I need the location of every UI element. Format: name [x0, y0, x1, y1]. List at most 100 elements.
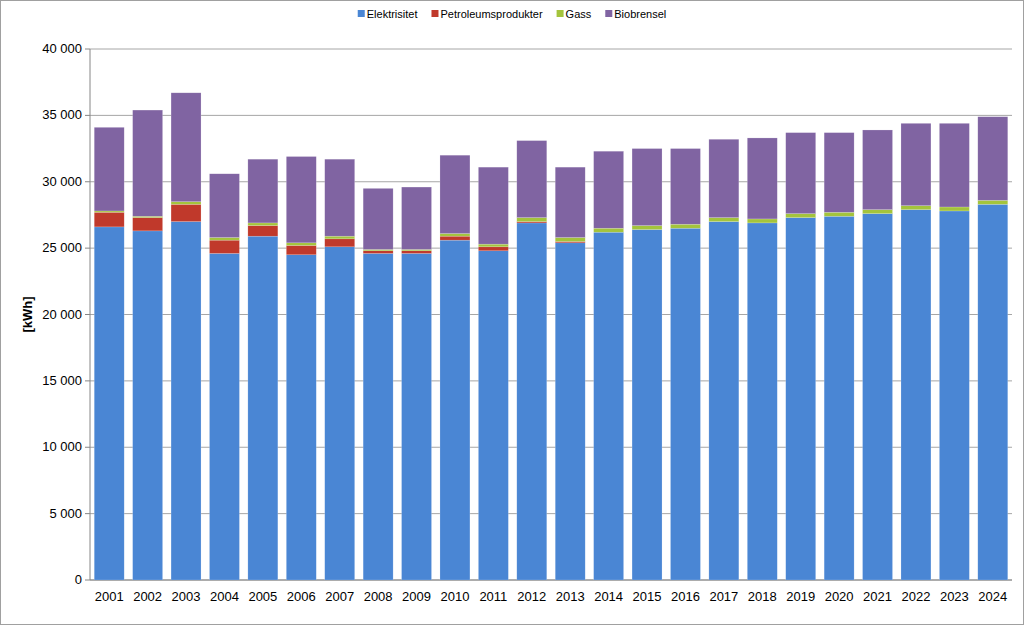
x-tick-label: 2020 [825, 589, 854, 604]
legend-label: Biobrensel [614, 8, 666, 20]
bar [978, 117, 1008, 201]
x-tick-label: 2015 [633, 589, 662, 604]
bar [978, 204, 1008, 580]
x-tick-label: 2012 [517, 589, 546, 604]
bar [824, 133, 854, 213]
y-tick-label: 35 000 [42, 107, 82, 122]
x-tick-label: 2024 [978, 589, 1007, 604]
y-axis-label: [kWh] [20, 296, 35, 332]
tick-mark [85, 580, 90, 581]
bar [863, 210, 893, 214]
bar [440, 240, 470, 580]
y-tick-label: 20 000 [42, 307, 82, 322]
x-tick-label: 2013 [556, 589, 585, 604]
x-tick-label: 2010 [440, 589, 469, 604]
legend-marker [605, 10, 612, 17]
bar [670, 224, 700, 228]
bar [939, 123, 969, 207]
bar [171, 204, 201, 221]
bar [709, 222, 739, 580]
bar [747, 223, 777, 580]
bar [555, 243, 585, 580]
bar [248, 226, 278, 237]
x-tick-label: 2003 [172, 589, 201, 604]
chart: 05 00010 00015 00020 00025 00030 00035 0… [0, 0, 1024, 625]
legend: Elektrisitet Petroleumsprodukter Gass Biobr… [358, 8, 667, 20]
bar [94, 227, 124, 580]
x-tick-label: 2009 [402, 589, 431, 604]
x-tick-label: 2004 [210, 589, 239, 604]
legend-item: Biobrensel [605, 8, 666, 20]
y-tick-label: 25 000 [42, 240, 82, 255]
bar [709, 139, 739, 217]
tick-mark [85, 115, 90, 116]
bar [939, 211, 969, 580]
bar [478, 251, 508, 580]
legend-item: Gass [557, 8, 592, 20]
tick-mark [85, 314, 90, 315]
bar [555, 167, 585, 237]
x-tick-label: 2002 [133, 589, 162, 604]
bar [325, 236, 355, 239]
legend-label: Elektrisitet [367, 8, 418, 20]
chart-border [1, 1, 1024, 625]
x-tick-label: 2022 [901, 589, 930, 604]
y-tick-label: 10 000 [42, 439, 82, 454]
bar [747, 138, 777, 219]
x-tick-label: 2001 [95, 589, 124, 604]
x-tick-label: 2016 [671, 589, 700, 604]
bar [209, 240, 239, 253]
bar [286, 157, 316, 243]
bar [901, 210, 931, 580]
x-tick-label: 2007 [325, 589, 354, 604]
bar [133, 110, 163, 216]
tick-mark [85, 181, 90, 182]
x-tick-label: 2005 [248, 589, 277, 604]
y-axis [90, 49, 91, 580]
bar [248, 159, 278, 223]
bar [478, 244, 508, 247]
grid-line [90, 49, 1012, 50]
tick-mark [85, 248, 90, 249]
bar [402, 253, 432, 580]
legend-label: Petroleumsprodukter [440, 8, 542, 20]
bar [248, 236, 278, 580]
legend-marker [557, 10, 564, 17]
bar [670, 149, 700, 225]
x-tick-label: 2019 [786, 589, 815, 604]
bar [440, 236, 470, 240]
x-tick-label: 2011 [479, 589, 507, 604]
y-tick-label: 30 000 [42, 174, 82, 189]
bar [632, 230, 662, 580]
x-tick-label: 2014 [594, 589, 623, 604]
x-tick-label: 2006 [287, 589, 316, 604]
tick-mark [85, 513, 90, 514]
bar [863, 130, 893, 210]
bar [209, 253, 239, 580]
bar [94, 212, 124, 227]
bar [325, 247, 355, 580]
bars [94, 93, 1008, 580]
bar [594, 228, 624, 232]
bar [555, 238, 585, 242]
y-tick-label: 5 000 [49, 506, 82, 521]
bar [133, 218, 163, 231]
bar [978, 200, 1008, 204]
bar [209, 174, 239, 238]
bar [901, 123, 931, 205]
bar [171, 202, 201, 205]
bar [478, 247, 508, 251]
bar [171, 93, 201, 202]
bar [478, 167, 508, 244]
legend-item: Petroleumsprodukter [431, 8, 542, 20]
bar [402, 187, 432, 249]
bar [363, 251, 393, 254]
bar [786, 133, 816, 214]
x-tick-label: 2018 [748, 589, 777, 604]
bar [209, 238, 239, 241]
bar [363, 188, 393, 249]
bar [517, 218, 547, 222]
legend-label: Gass [566, 8, 592, 20]
bar [440, 155, 470, 233]
bar [594, 151, 624, 228]
